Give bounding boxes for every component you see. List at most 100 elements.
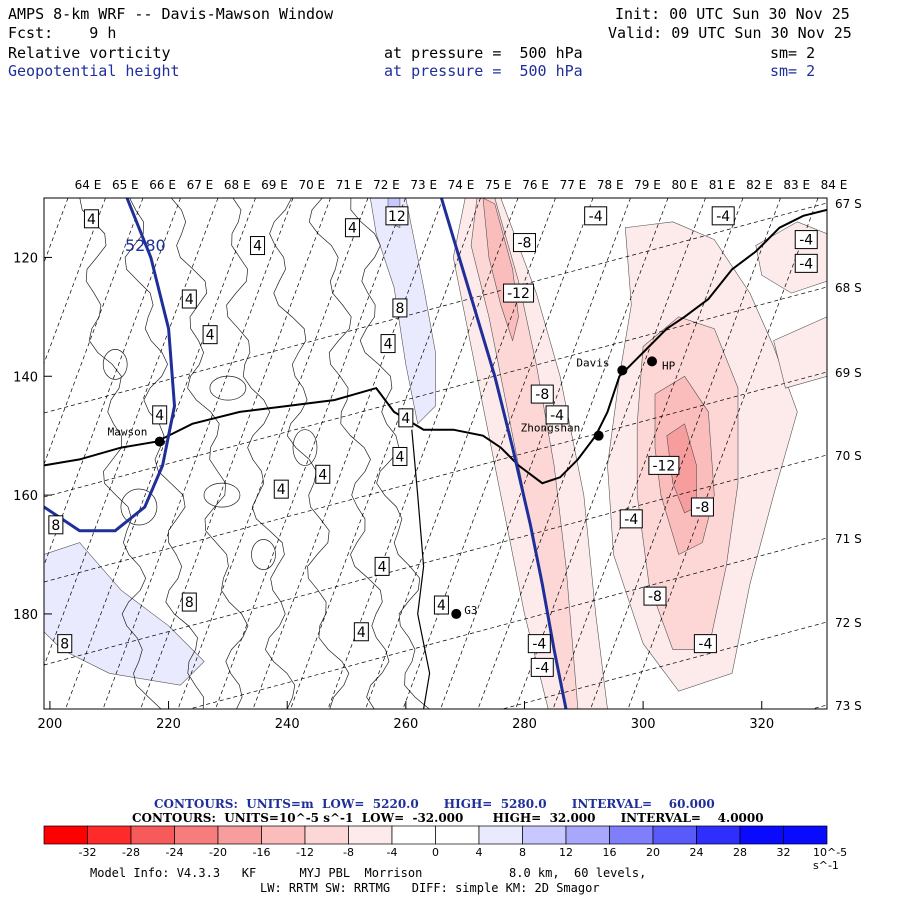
vorticity-label-32: -4 [698, 637, 712, 653]
lon-label-14: 78 E [597, 178, 624, 192]
colorbar-cell-8 [391, 825, 436, 845]
station-marker-2 [647, 356, 658, 367]
colorbar-cell-13 [609, 825, 654, 845]
field2-level: at pressure = 500 hPa [384, 62, 583, 80]
station-label-3: Zhongshan [521, 422, 581, 435]
station-label-1: Davis [576, 356, 609, 369]
lat-label-5: 72 S [835, 616, 862, 630]
vorticity-label-box-18 [392, 446, 408, 466]
vorticity-label-box-14 [530, 384, 554, 404]
contour-loop-5 [209, 375, 247, 401]
vorticity-label-box-9 [181, 289, 197, 309]
colorbar-label-2: -24 [165, 846, 184, 859]
lon-label-19: 83 E [783, 178, 810, 192]
forecast-hour: Fcst: 9 h [8, 24, 117, 42]
coastline-path [44, 208, 827, 485]
vorticity-label-2: -4 [589, 209, 603, 225]
colorbar-label-0: -32 [78, 846, 97, 859]
vorticity-patch-11 [44, 542, 205, 686]
map-title: AMPS 8-km WRF -- Davis-Mawson Window [8, 5, 334, 23]
contour-loop-0 [120, 488, 158, 526]
colorbar-cell-3 [174, 825, 219, 845]
colorbar-cell-14 [652, 825, 697, 845]
colorbar-label-6: -8 [343, 846, 354, 859]
lon-label-16: 80 E [671, 178, 698, 192]
colorbar-label-15: 28 [733, 846, 747, 859]
vorticity-label-30: 8 [60, 637, 69, 653]
vorticity-label-box-25 [374, 556, 390, 576]
init-time: Init: 00 UTC Sun 30 Nov 25 [615, 5, 850, 23]
lon-label-10: 74 E [448, 178, 475, 192]
vorticity-label-16: -4 [550, 408, 564, 424]
y-tick-label-3: 180 [13, 608, 38, 623]
contour-line-3 [226, 198, 296, 709]
parallel-4 [188, 537, 827, 709]
vorticity-label-26: 8 [185, 595, 194, 611]
height-legend: CONTOURS: UNITS=m LOW= 5220.0 HIGH= 5280… [154, 797, 715, 811]
vorticity-label-23: 8 [51, 518, 60, 534]
meridian-9 [215, 198, 406, 709]
lon-label-4: 68 E [224, 178, 251, 192]
station-marker-0 [154, 436, 165, 447]
vorticity-label-0: 4 [87, 212, 96, 228]
colorbar-cell-10 [478, 825, 523, 845]
lon-label-13: 77 E [560, 178, 587, 192]
vorticity-label-31: -4 [532, 637, 546, 653]
x-tick-label-2: 240 [275, 717, 300, 732]
vorticity-label-box-29 [353, 622, 369, 642]
lon-label-15: 79 E [634, 178, 661, 192]
colorbar-cell-16 [739, 825, 784, 845]
vorticity-label-box-24 [619, 509, 643, 529]
vorticity-label-box-2 [584, 206, 608, 226]
parallel-2 [44, 371, 827, 583]
vorticity-label-box-20 [315, 464, 331, 484]
vorticity-label-box-4 [344, 218, 360, 238]
vorticity-label-3: -4 [716, 209, 730, 225]
vorticity-label-box-30 [57, 634, 73, 654]
colorbar-label-7: -4 [386, 846, 398, 859]
vorticity-fills [44, 198, 827, 709]
station-marker-1 [617, 365, 628, 376]
vorticity-label-box-13 [380, 334, 396, 354]
contour-line-2 [171, 198, 249, 709]
contour-loop-3 [292, 429, 318, 466]
vorticity-label-box-27 [643, 586, 667, 606]
colorbar-label-5: -12 [296, 846, 314, 859]
vorticity-label-box-32 [693, 634, 717, 654]
colorbar-label-3: -20 [209, 846, 227, 859]
vorticity-patch-2 [482, 198, 519, 342]
field1-name: Relative vorticity [8, 44, 171, 62]
vorticity-label-box-10 [503, 283, 535, 303]
colorbar-label-4: -16 [252, 846, 271, 859]
contour-line-0 [79, 198, 162, 709]
colorbar-label-11: 12 [559, 846, 573, 859]
field1-smoothing: sm= 2 [770, 44, 816, 62]
vorticity-label-11: 8 [395, 301, 404, 317]
colorbar-cell-17 [783, 825, 828, 845]
colorbar-cell-6 [304, 825, 349, 845]
station-label-2: HP [662, 359, 676, 372]
axes: 64 E 65 E 66 E 67 E 68 E 69 E 70 E 71 E 72 E 73 E… [13, 178, 862, 732]
model-info: Model Info: V4.3.3 KF MYJ PBL Morrison 8… [90, 866, 647, 880]
y-tick-label-2: 160 [13, 489, 38, 504]
x-tick-label-3: 260 [393, 717, 418, 732]
colorbar-label-9: 4 [475, 846, 483, 859]
contour-loop-4 [102, 349, 128, 380]
x-tick-label-5: 300 [631, 717, 656, 732]
colorbar-cell-7 [348, 825, 393, 845]
lat-lon-grid [44, 198, 827, 709]
colorbar-label-8: 0 [432, 846, 439, 859]
vorticity-label-6: 4 [253, 239, 262, 255]
lat-label-3: 70 S [835, 449, 862, 463]
lon-label-1: 65 E [112, 178, 139, 192]
colorbar-cell-2 [130, 825, 175, 845]
vorticity-label-box-33 [530, 657, 554, 677]
station-marker-4 [451, 608, 462, 619]
vorticity-label-28: 4 [437, 598, 446, 614]
vorticity-label-10: -12 [507, 286, 530, 302]
colorbar-cell-15 [696, 825, 741, 845]
lat-label-0: 67 S [835, 197, 862, 211]
vorticity-label-25: 4 [378, 559, 387, 575]
lat-label-6: 73 S [835, 699, 862, 713]
